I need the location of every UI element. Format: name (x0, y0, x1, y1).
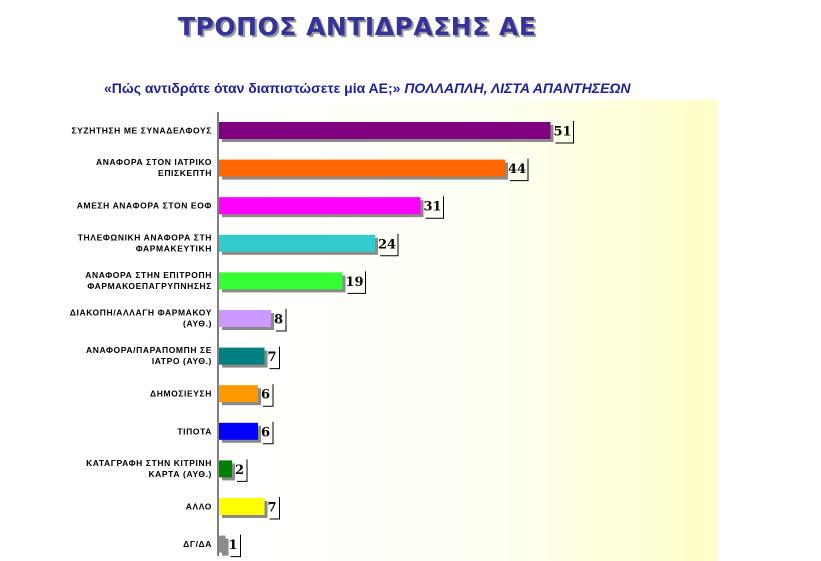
category-label-line: ΑΜΕΣΗ ΑΝΑΦΟΡΑ ΣΤΟΝ ΕΟΦ (77, 201, 212, 211)
bar (219, 498, 265, 515)
data-label: 51 (554, 125, 572, 140)
bars-group: 51 ΣΥΖΗΤΗΣΗ ΜΕ ΣΥΝΑΔΕΛΦΟΥΣ 44 ΑΝΑΦΟΡΑ ΣΤΟΝ … (70, 120, 574, 558)
category-label: ΑΝΑΦΟΡΑ ΣΤΗΝ ΕΠΙΤΡΟΠΗ ΦΑΡΜΑΚΟΕΠΑΓΡΥΠΝΗΣΗΣ (85, 270, 212, 291)
category-label: ΔΗΜΟΣΙΕΥΣΗ (150, 389, 212, 399)
data-label-box-frame (425, 196, 444, 219)
data-label: 2 (235, 463, 244, 478)
data-label-box-frame (380, 233, 399, 257)
data-label: 6 (261, 388, 270, 403)
bar-row: 31 ΑΜΕΣΗ ΑΝΑΦΟΡΑ ΣΤΟΝ ΕΟΦ (77, 195, 444, 219)
bar (219, 234, 375, 252)
category-label: ΔΓ/ΔΑ (183, 539, 212, 549)
bar (219, 122, 551, 139)
category-label-line: ΤΗΛΕΦΩΝΙΚΗ ΑΝΑΦΟΡΑ ΣΤΗ (78, 232, 212, 242)
category-label: ΑΛΛΟ (186, 502, 212, 512)
data-label-box-frame (263, 384, 274, 407)
bar (219, 422, 258, 440)
bar-row: 1 ΔΓ/ΔΑ (183, 534, 241, 558)
category-label-line: ΕΠΙΣΚΕΠΤΗ (158, 168, 212, 178)
category-label: ΣΥΖΗΤΗΣΗ ΜΕ ΣΥΝΑΔΕΛΦΟΥΣ (71, 126, 212, 136)
bar (219, 272, 343, 290)
category-label-line: ΦΑΡΜΑΚΕΥΤΙΚΗ (136, 243, 212, 253)
category-label-line: ΑΝΑΦΟΡΑ/ΠΑΡΑΠΟΜΠΗ ΣΕ (86, 345, 212, 355)
data-label-box-frame (269, 497, 280, 520)
data-label-box-frame (555, 121, 574, 144)
chart-title: ΤΡΟΠΟΣ ΑΝΤΙΔΡΑΣΗΣ ΑΕ (178, 12, 537, 41)
category-label-line: ΔΙΑΚΟΠΗ/ΑΛΛΑΓΗ ΦΑΡΜΑΚΟΥ (70, 308, 212, 318)
data-label: 24 (378, 237, 396, 252)
category-label-line: ΔΓ/ΔΑ (183, 539, 212, 549)
data-label-box-frame (510, 158, 529, 182)
category-label-line: ΙΑΤΡΟ (ΑΥΘ.) (152, 356, 212, 366)
data-label: 1 (229, 538, 238, 553)
bar-row: 24 ΤΗΛΕΦΩΝΙΚΗ ΑΝΑΦΟΡΑ ΣΤΗ ΦΑΡΜΑΚΕΥΤΙΚΗ (78, 232, 399, 257)
category-label-line: ΑΝΑΦΟΡΑ ΣΤΟΝ ΙΑΤΡΙΚΟ (96, 157, 212, 167)
category-label: ΑΝΑΦΟΡΑ ΣΤΟΝ ΙΑΤΡΙΚΟ ΕΠΙΣΚΕΠΤΗ (96, 157, 212, 178)
bar (219, 347, 265, 365)
data-label: 19 (346, 275, 364, 290)
category-label-line: ΚΑΤΑΓΡΑΦΗ ΣΤΗΝ ΚΙΤΡΙΝΗ (86, 458, 212, 468)
category-label-line: ΤΙΠΟΤΑ (177, 426, 212, 436)
bar-row: 7 ΑΛΛΟ (186, 496, 280, 520)
data-label: 7 (268, 501, 277, 516)
data-label-box-frame (347, 271, 366, 294)
category-label-line: ΑΝΑΦΟΡΑ ΣΤΗΝ ΕΠΙΤΡΟΠΗ (85, 270, 212, 280)
bar (219, 310, 271, 327)
subtitle-question: «Πώς αντιδράτε όταν διαπιστώσετε μία ΑΕ;… (104, 80, 401, 96)
data-label: 31 (424, 200, 442, 215)
bar (219, 460, 232, 478)
data-label: 44 (508, 162, 526, 177)
bar (219, 159, 505, 177)
data-label-box-frame (263, 421, 274, 445)
bar-row: 7 ΑΝΑΦΟΡΑ/ΠΑΡΑΠΟΜΠΗ ΣΕ ΙΑΤΡΟ (ΑΥΘ.) (86, 345, 280, 370)
bar-row: 8 ΔΙΑΚΟΠΗ/ΑΛΛΑΓΗ ΦΑΡΜΑΚΟΥ (ΑΥΘ.) (70, 308, 287, 332)
data-label: 7 (268, 350, 277, 365)
bar (219, 197, 421, 215)
category-label: ΑΜΕΣΗ ΑΝΑΦΟΡΑ ΣΤΟΝ ΕΟΦ (77, 201, 212, 211)
data-label: 6 (261, 425, 270, 440)
category-label-line: (ΑΥΘ.) (183, 319, 212, 329)
category-label: ΤΙΠΟΤΑ (177, 426, 212, 436)
bar-row: 44 ΑΝΑΦΟΡΑ ΣΤΟΝ ΙΑΤΡΙΚΟ ΕΠΙΣΚΕΠΤΗ (96, 157, 529, 182)
category-label: ΤΗΛΕΦΩΝΙΚΗ ΑΝΑΦΟΡΑ ΣΤΗ ΦΑΡΜΑΚΕΥΤΙΚΗ (78, 232, 212, 253)
bar-row: 2 ΚΑΤΑΓΡΑΦΗ ΣΤΗΝ ΚΙΤΡΙΝΗ ΚΑΡΤΑ (ΑΥΘ.) (86, 458, 248, 482)
bar-row: 19 ΑΝΑΦΟΡΑ ΣΤΗΝ ΕΠΙΤΡΟΠΗ ΦΑΡΜΑΚΟΕΠΑΓΡΥΠΝΗΣ… (85, 270, 366, 294)
bar-row: 51 ΣΥΖΗΤΗΣΗ ΜΕ ΣΥΝΑΔΕΛΦΟΥΣ (71, 120, 574, 144)
data-label-box-frame (276, 309, 287, 332)
category-label-line: ΣΥΖΗΤΗΣΗ ΜΕ ΣΥΝΑΔΕΛΦΟΥΣ (71, 126, 212, 136)
subtitle-note: ΠΟΛΛΑΠΛΗ, ΛΙΣΤΑ ΑΠΑΝΤΗΣΕΩΝ (404, 80, 631, 96)
category-label: ΚΑΤΑΓΡΑΦΗ ΣΤΗΝ ΚΙΤΡΙΝΗ ΚΑΡΤΑ (ΑΥΘ.) (86, 458, 212, 479)
data-label-box-frame (230, 534, 241, 558)
bar-row: 6 ΔΗΜΟΣΙΕΥΣΗ (150, 383, 274, 407)
bar-row: 6 ΤΙΠΟΤΑ (177, 421, 274, 445)
data-label-box-frame (269, 346, 280, 370)
category-label-line: ΦΑΡΜΑΚΟΕΠΑΓΡΥΠΝΗΣΗΣ (87, 281, 212, 291)
data-label: 8 (274, 313, 283, 328)
category-label: ΑΝΑΦΟΡΑ/ΠΑΡΑΠΟΜΠΗ ΣΕ ΙΑΤΡΟ (ΑΥΘ.) (86, 345, 212, 366)
category-label-line: ΑΛΛΟ (186, 502, 212, 512)
bar (219, 535, 226, 553)
category-label-line: ΚΑΡΤΑ (ΑΥΘ.) (148, 469, 212, 479)
chart-subtitle: «Πώς αντιδράτε όταν διαπιστώσετε μία ΑΕ;… (104, 80, 631, 96)
category-label: ΔΙΑΚΟΠΗ/ΑΛΛΑΓΗ ΦΑΡΜΑΚΟΥ (ΑΥΘ.) (70, 308, 212, 329)
bar (219, 385, 258, 403)
data-label-box-frame (237, 459, 248, 482)
category-label-line: ΔΗΜΟΣΙΕΥΣΗ (150, 389, 212, 399)
